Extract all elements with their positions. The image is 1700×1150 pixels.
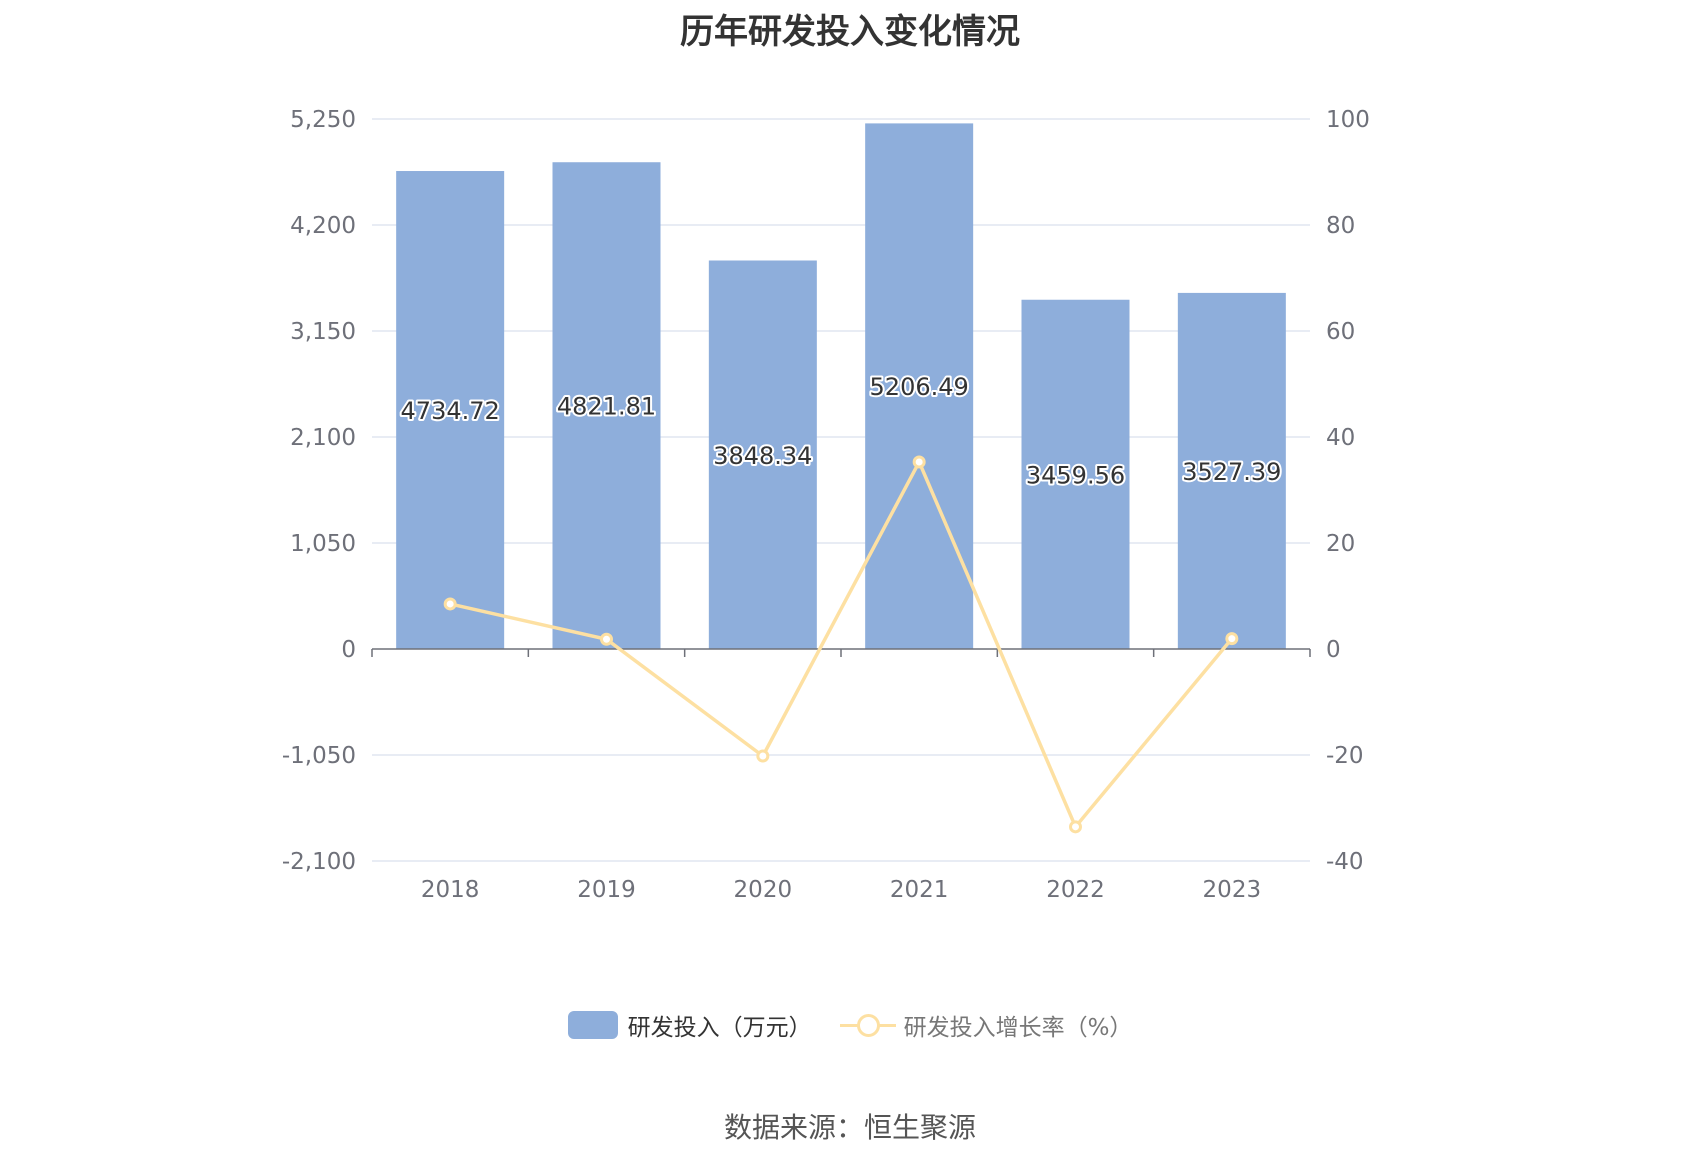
chart-title: 历年研发投入变化情况 xyxy=(680,12,1020,52)
left-axis-tick-label: 1,050 xyxy=(290,531,356,557)
bar-data-labels: 4734.72 4821.81 3848.34 5206.49 3459.56 3527.… xyxy=(399,371,1284,491)
right-axis: 100 80 60 40 20 0 -20 -40 xyxy=(1326,107,1370,875)
x-axis-ticks: 2018 2019 2020 2021 2022 2023 xyxy=(371,649,1311,903)
x-axis-tick-label: 2018 xyxy=(421,877,480,903)
bar-2020 xyxy=(708,260,817,649)
line-point-2018 xyxy=(443,597,457,611)
x-axis-tick-label: 2020 xyxy=(734,877,793,903)
bar-2018 xyxy=(396,171,505,649)
legend-line-swatch-icon xyxy=(839,1011,896,1039)
bar-2022 xyxy=(1021,299,1130,649)
right-axis-tick-label: -40 xyxy=(1326,849,1364,875)
line-point-2021 xyxy=(912,455,926,469)
legend: 研发投入（万元） 研发投入增长率（%） xyxy=(0,1008,1700,1042)
bar-2023 xyxy=(1177,292,1286,649)
line-series xyxy=(443,455,1239,834)
line-point-2019 xyxy=(600,632,613,646)
right-axis-tick-label: -20 xyxy=(1326,743,1364,769)
right-axis-tick-label: 100 xyxy=(1326,107,1370,133)
legend-bar-label: 研发投入（万元） xyxy=(627,1015,812,1041)
right-axis-tick-label: 0 xyxy=(1326,637,1341,663)
legend-line-label: 研发投入增长率（%） xyxy=(903,1015,1133,1041)
legend-item-bar[interactable]: 研发投入（万元） xyxy=(567,1008,812,1042)
left-axis-tick-label: 5,250 xyxy=(290,107,356,133)
bar-data-label: 5206.49 xyxy=(870,373,969,401)
x-axis-tick-label: 2023 xyxy=(1203,877,1262,903)
left-axis-tick-label: -2,100 xyxy=(282,849,356,875)
right-axis-tick-label: 80 xyxy=(1326,213,1355,239)
line-point-2022 xyxy=(1069,820,1082,834)
bar-data-label: 3848.34 xyxy=(713,442,812,470)
x-axis-tick-label: 2021 xyxy=(890,877,949,903)
bar-data-label: 3527.39 xyxy=(1182,458,1281,486)
bar-data-label: 4821.81 xyxy=(557,393,656,421)
x-axis-tick-label: 2019 xyxy=(577,877,636,903)
bar-2021 xyxy=(865,123,974,649)
grid-lines xyxy=(372,118,1310,862)
legend-bar-swatch-icon xyxy=(567,1011,618,1039)
left-axis: 5,250 4,200 3,150 2,100 1,050 0 -1,050 -2,100 xyxy=(282,107,356,875)
left-axis-tick-label: 0 xyxy=(341,637,356,663)
bar-series xyxy=(396,123,1286,649)
legend-item-line[interactable]: 研发投入增长率（%） xyxy=(839,1008,1133,1042)
left-axis-tick-label: -1,050 xyxy=(282,743,356,769)
growth-rate-line xyxy=(449,460,1234,829)
left-axis-tick-label: 3,150 xyxy=(290,319,356,345)
bar-2019 xyxy=(552,162,661,649)
bar-data-label: 3459.56 xyxy=(1026,461,1125,489)
bar-data-label: 4734.72 xyxy=(401,397,500,425)
right-axis-tick-label: 20 xyxy=(1326,531,1355,557)
line-point-2020 xyxy=(756,749,770,763)
data-source: 数据来源：恒生聚源 xyxy=(723,1111,976,1144)
left-axis-tick-label: 2,100 xyxy=(290,425,356,451)
right-axis-tick-label: 40 xyxy=(1326,425,1355,451)
line-point-2023 xyxy=(1225,632,1239,646)
left-axis-tick-label: 4,200 xyxy=(290,213,356,239)
x-axis-tick-label: 2022 xyxy=(1046,877,1105,903)
right-axis-tick-label: 60 xyxy=(1326,319,1355,345)
